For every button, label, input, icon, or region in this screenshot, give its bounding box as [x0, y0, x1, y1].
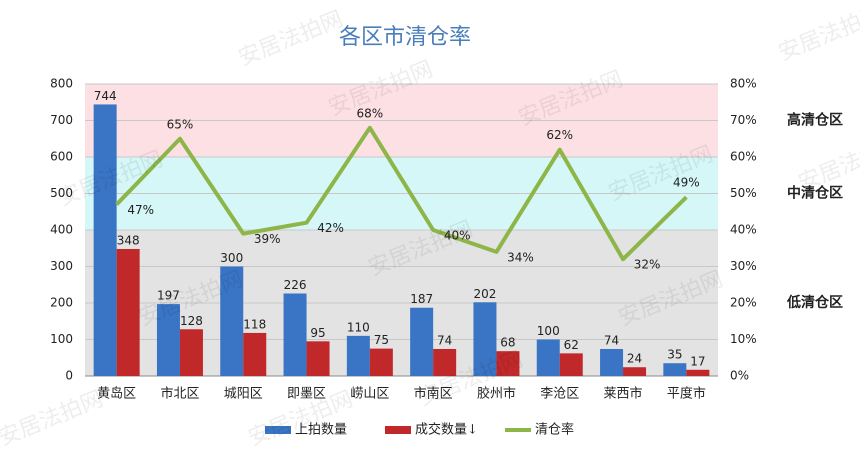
bar [369, 348, 393, 376]
legend-label: 清仓率 [535, 422, 574, 438]
bar [283, 293, 307, 376]
bar-value-label: 24 [627, 352, 642, 366]
bar [536, 339, 560, 376]
y-tick-label: 400 [50, 223, 73, 237]
bar-value-label: 68 [500, 336, 515, 350]
legend-label: 上拍数量 [295, 423, 347, 438]
line-value-label: 34% [507, 250, 534, 264]
legend-swatch [385, 426, 411, 434]
bar [306, 341, 330, 376]
x-tick-label: 市南区 [414, 386, 453, 402]
legend-label: 成交数量↓ [415, 422, 478, 438]
bar-value-label: 226 [284, 278, 307, 292]
bar [410, 307, 434, 376]
x-tick-label: 即墨区 [287, 387, 326, 402]
bar-value-label: 348 [117, 233, 140, 247]
x-tick-label: 胶州市 [477, 386, 516, 402]
bar [346, 335, 370, 376]
x-tick-label: 黄岛区 [97, 386, 136, 402]
bar-value-label: 100 [537, 324, 560, 338]
bar-value-label: 95 [310, 326, 325, 340]
bar [156, 304, 180, 376]
bar-value-label: 202 [473, 287, 496, 301]
bar [600, 348, 624, 376]
line-value-label: 40% [444, 229, 471, 243]
bar-value-label: 197 [157, 289, 180, 303]
bar-value-label: 74 [437, 333, 452, 347]
bar [93, 104, 117, 376]
y-tick-label: 500 [50, 186, 73, 200]
bar [623, 367, 647, 376]
y-tick-label: 100 [50, 332, 73, 346]
bar-value-label: 62 [564, 338, 579, 352]
bar-value-label: 118 [243, 317, 266, 331]
x-tick-label: 市北区 [160, 386, 199, 402]
x-tick-label: 莱西市 [604, 386, 643, 402]
bar [116, 248, 140, 376]
watermark: 安居法拍网 [795, 132, 860, 196]
line-value-label: 47% [127, 203, 154, 217]
bar-value-label: 187 [410, 292, 433, 306]
bar [473, 302, 497, 376]
line-value-label: 68% [357, 106, 384, 120]
line-value-label: 32% [634, 258, 661, 272]
bar-value-label: 300 [220, 251, 243, 265]
y2-tick-label: 80% [730, 77, 757, 91]
bar-value-label: 17 [690, 354, 705, 368]
line-value-label: 62% [546, 128, 573, 142]
x-tick-label: 崂山区 [350, 387, 389, 402]
zone-label: 中清仓区 [787, 185, 843, 202]
bar-value-label: 128 [180, 314, 203, 328]
y2-tick-label: 50% [730, 186, 757, 200]
y2-tick-label: 10% [730, 332, 757, 346]
bar-value-label: 35 [667, 348, 682, 362]
line-value-label: 49% [673, 176, 700, 190]
line-value-label: 65% [167, 117, 194, 131]
line-value-label: 42% [317, 221, 344, 235]
chart-title: 各区市清仓率 [339, 25, 471, 50]
y2-tick-label: 30% [730, 259, 757, 273]
y-tick-label: 0 [65, 369, 73, 383]
y2-tick-label: 40% [730, 223, 757, 237]
bar [220, 266, 244, 376]
watermark: 安居法拍网 [775, 2, 860, 66]
y-tick-label: 800 [50, 77, 73, 91]
bar [243, 332, 267, 376]
y2-tick-label: 60% [730, 150, 757, 164]
y-tick-label: 700 [50, 113, 73, 127]
x-tick-label: 城阳区 [224, 387, 263, 402]
bar-value-label: 744 [94, 89, 117, 103]
bar-value-label: 75 [374, 333, 389, 347]
bar [496, 351, 520, 376]
line-value-label: 39% [254, 232, 281, 246]
x-tick-label: 平度市 [667, 386, 706, 402]
bar [686, 369, 710, 376]
bar [433, 348, 457, 376]
legend-swatch [265, 426, 291, 434]
y-tick-label: 200 [50, 296, 73, 310]
y2-tick-label: 20% [730, 296, 757, 310]
zone-label: 高清仓区 [787, 112, 843, 129]
bar-value-label: 74 [604, 333, 619, 347]
x-tick-label: 李沧区 [540, 386, 579, 402]
watermark: 安居法拍网 [235, 7, 346, 71]
bar [559, 353, 583, 376]
y-tick-label: 300 [50, 259, 73, 273]
bar [179, 329, 203, 376]
bar-value-label: 110 [347, 320, 370, 334]
zone-label: 低清仓区 [786, 294, 843, 311]
y2-tick-label: 70% [730, 113, 757, 127]
y2-tick-label: 0% [730, 369, 749, 383]
bar [663, 363, 687, 376]
watermark: 安居法拍网 [0, 387, 106, 451]
line-series [115, 125, 688, 262]
y-tick-label: 600 [50, 150, 73, 164]
